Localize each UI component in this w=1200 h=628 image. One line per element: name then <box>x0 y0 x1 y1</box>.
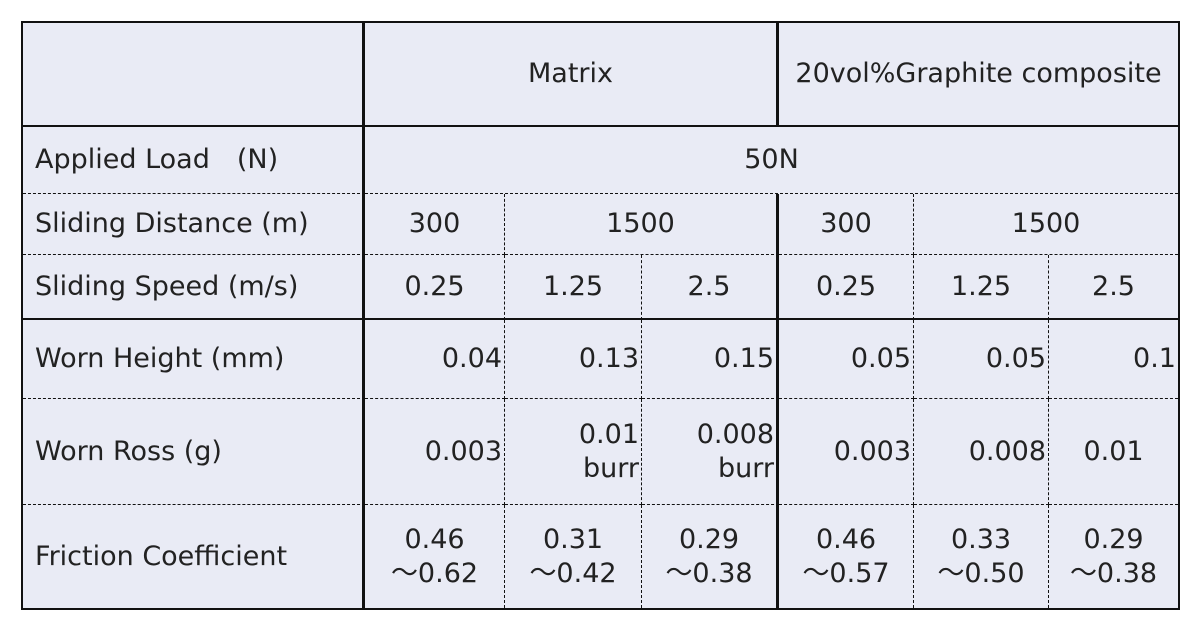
cell-text: 1.25 <box>542 270 604 302</box>
data-cell: 1.25 <box>505 255 642 320</box>
cell-text: 0.29 <box>678 523 740 555</box>
cell-text: 0.31 <box>542 523 604 555</box>
data-cell: 0.01 burr <box>505 399 642 505</box>
data-cell: 0.46 ～0.57 <box>779 505 914 608</box>
cell-text: 0.003 <box>424 435 502 467</box>
data-cell: 1.25 <box>914 255 1049 320</box>
data-cell: 1500 <box>914 194 1178 255</box>
corner-cell <box>23 23 365 127</box>
data-cell: 0.46 ～0.62 <box>365 505 505 608</box>
data-cell: 0.003 <box>365 399 505 505</box>
cell-text: 0.003 <box>833 435 911 467</box>
data-cell: 1500 <box>505 194 779 255</box>
cell-text: Sliding Distance (m) <box>35 208 309 239</box>
cell-text: 0.05 <box>985 343 1046 374</box>
cell-text: 0.1 <box>1133 343 1176 374</box>
cell-text: 0.25 <box>815 270 877 302</box>
data-cell: 0.33 ～0.50 <box>914 505 1049 608</box>
cell-text: 1500 <box>1011 208 1081 239</box>
cell-text: ～0.57 <box>802 557 890 589</box>
cell-text: 0.008 <box>968 435 1046 467</box>
cell-text: 0.46 <box>404 523 465 555</box>
data-cell: 0.003 <box>779 399 914 505</box>
data-cell: 0.15 <box>642 320 779 399</box>
cell-text: Worn Height (mm) <box>35 343 285 374</box>
cell-text: 20vol%Graphite composite <box>795 58 1162 89</box>
cell-text: 0.33 <box>950 523 1012 555</box>
row-label: Sliding Distance (m) <box>23 194 365 255</box>
cell-text: 0.15 <box>713 343 774 374</box>
cell-text: 300 <box>408 208 461 239</box>
data-cell: 0.29 ～0.38 <box>1049 505 1178 608</box>
header-cell: 20vol%Graphite composite <box>779 23 1178 127</box>
cell-text: 2.5 <box>687 270 731 302</box>
header-cell: Matrix <box>365 23 779 127</box>
cell-text: 0.01 <box>578 418 639 450</box>
cell-text: 0.25 <box>404 270 465 302</box>
data-cell: 0.008 <box>914 399 1049 505</box>
data-cell: 0.01 <box>1049 399 1178 505</box>
data-cell: 0.29 ～0.38 <box>642 505 779 608</box>
cell-text: Sliding Speed (m/s) <box>35 270 299 302</box>
data-cell: 50N <box>365 127 1178 194</box>
data-cell: 0.13 <box>505 320 642 399</box>
cell-text: 0.05 <box>850 343 911 374</box>
data-cell: 0.05 <box>779 320 914 399</box>
data-cell: 0.31 ～0.42 <box>505 505 642 608</box>
cell-text: Matrix <box>527 58 613 89</box>
cell-text: 0.01 <box>1083 435 1144 467</box>
cell-text: ～0.62 <box>390 557 479 589</box>
cell-text: burr <box>718 452 774 484</box>
cell-text: ～0.42 <box>529 557 617 589</box>
cell-text: burr <box>583 452 639 484</box>
data-cell: 2.5 <box>1049 255 1178 320</box>
cell-text: 50N <box>744 144 799 175</box>
data-cell: 0.05 <box>914 320 1049 399</box>
data-cell: 300 <box>365 194 505 255</box>
cell-text: ～0.38 <box>665 557 753 589</box>
data-cell: 300 <box>779 194 914 255</box>
cell-text: 300 <box>820 208 872 239</box>
cell-text: ～0.50 <box>937 557 1025 589</box>
cell-text: 0.13 <box>578 343 639 374</box>
data-cell: 0.1 <box>1049 320 1178 399</box>
row-label: Worn Height (mm) <box>23 320 365 399</box>
cell-text: Applied Load (N) <box>35 144 279 175</box>
data-cell: 0.25 <box>365 255 505 320</box>
cell-text: 2.5 <box>1092 270 1135 302</box>
cell-text: 0.46 <box>815 523 877 555</box>
cell-text: 0.29 <box>1083 523 1144 555</box>
data-cell: 0.04 <box>365 320 505 399</box>
table: Matrix 20vol%Graphite composite Applied Lo… <box>21 21 1180 610</box>
row-label: Sliding Speed (m/s) <box>23 255 365 320</box>
cell-text: 1.25 <box>950 270 1012 302</box>
cell-text: 0.04 <box>441 343 502 374</box>
data-cell: 2.5 <box>642 255 779 320</box>
cell-text: Worn Ross (g) <box>35 435 222 467</box>
row-label: Worn Ross (g) <box>23 399 365 505</box>
cell-text: ～0.38 <box>1069 557 1158 589</box>
row-label: Applied Load (N) <box>23 127 365 194</box>
cell-text: 0.008 <box>696 418 774 450</box>
row-label: Friction Coefficient <box>23 505 365 608</box>
data-cell: 0.25 <box>779 255 914 320</box>
cell-text: 1500 <box>606 208 675 239</box>
data-cell: 0.008 burr <box>642 399 779 505</box>
cell-text: Friction Coefficient <box>35 540 288 572</box>
